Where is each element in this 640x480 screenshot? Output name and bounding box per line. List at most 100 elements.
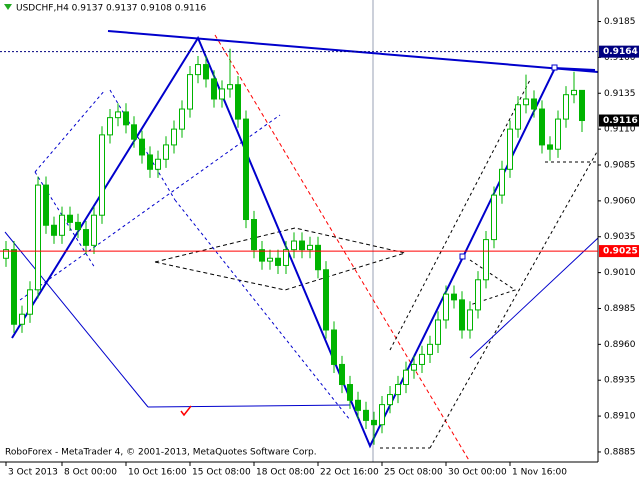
x-tick-label: 22 Oct 16:00 bbox=[320, 468, 379, 478]
candle-body bbox=[523, 98, 529, 106]
candle-body bbox=[107, 117, 113, 136]
candle-body bbox=[43, 184, 49, 226]
candle-body bbox=[59, 214, 65, 236]
candle-body bbox=[235, 84, 241, 120]
candle-body bbox=[115, 111, 121, 119]
menu-icon bbox=[4, 4, 12, 10]
y-tick-label: 0.9010 bbox=[604, 268, 636, 278]
candle-body bbox=[499, 168, 505, 196]
candle-body bbox=[171, 128, 177, 146]
candle-body bbox=[475, 279, 481, 311]
candle-body bbox=[19, 313, 25, 325]
y-tick-label: 0.8985 bbox=[604, 304, 636, 314]
candle-body bbox=[347, 384, 353, 401]
candle-body bbox=[299, 240, 305, 251]
y-tick-label: 0.9110 bbox=[604, 125, 636, 135]
candle-body bbox=[547, 144, 553, 150]
candle-body bbox=[27, 289, 33, 315]
price-label-box bbox=[599, 245, 639, 258]
candle-body bbox=[379, 404, 385, 426]
candle-body bbox=[243, 118, 249, 221]
candle-body bbox=[139, 138, 145, 156]
candle-body bbox=[51, 224, 57, 236]
candle-body bbox=[563, 94, 569, 120]
candle-body bbox=[507, 128, 513, 170]
candle-body bbox=[411, 363, 417, 371]
candle-body bbox=[387, 394, 393, 406]
candle-body bbox=[419, 353, 425, 365]
price-label: 0.9164 bbox=[603, 47, 638, 57]
candle-body bbox=[427, 343, 433, 355]
blue-line bbox=[4, 231, 149, 408]
candle-body bbox=[571, 89, 577, 96]
wave-line bbox=[11, 35, 596, 449]
candle-body bbox=[451, 293, 457, 301]
candle-body bbox=[131, 124, 137, 140]
price-label-box bbox=[599, 114, 639, 127]
footer: RoboForex - MetaTrader 4, © 2001-2013, M… bbox=[5, 448, 317, 458]
x-tick-label: 30 Oct 00:00 bbox=[448, 468, 507, 478]
candle-body bbox=[355, 399, 361, 411]
y-tick-label: 0.9185 bbox=[604, 17, 636, 27]
candle-body bbox=[403, 369, 409, 386]
x-tick-label: 3 Oct 2013 bbox=[8, 468, 58, 478]
candle-body bbox=[363, 409, 369, 421]
candle-body bbox=[203, 64, 209, 80]
candle-body bbox=[3, 249, 9, 259]
candle-body bbox=[123, 111, 129, 126]
candle-body bbox=[163, 144, 169, 160]
y-tick-label: 0.9060 bbox=[604, 196, 636, 206]
candle-body bbox=[99, 134, 105, 216]
channel bbox=[174, 199, 351, 421]
candle-body bbox=[331, 329, 337, 365]
y-tick-label: 0.8885 bbox=[604, 447, 636, 457]
check-mark bbox=[180, 405, 192, 417]
x-tick-label: 18 Oct 08:00 bbox=[256, 468, 315, 478]
x-tick-label: 10 Oct 16:00 bbox=[128, 468, 187, 478]
candle-body bbox=[67, 214, 73, 223]
candle-body bbox=[259, 249, 265, 262]
blue-line bbox=[147, 404, 351, 408]
candle-body bbox=[219, 88, 225, 100]
candle-body bbox=[467, 309, 473, 331]
candle-body bbox=[371, 419, 377, 426]
candle-body bbox=[339, 363, 345, 386]
x-tick-label: 15 Oct 08:00 bbox=[192, 468, 251, 478]
x-tick-label: 25 Oct 08:00 bbox=[384, 468, 443, 478]
y-tick-label: 0.9085 bbox=[604, 161, 636, 171]
y-tick-label: 0.9160 bbox=[604, 53, 636, 63]
candle-body bbox=[323, 269, 329, 331]
candle-body bbox=[483, 239, 489, 281]
anchor bbox=[551, 64, 558, 71]
candle-body bbox=[91, 214, 97, 246]
red-dashed-line bbox=[214, 34, 471, 463]
price-label-box bbox=[599, 45, 639, 58]
y-tick-label: 0.8935 bbox=[604, 376, 636, 386]
candle-body bbox=[291, 240, 297, 251]
candle-body bbox=[395, 384, 401, 396]
candle-body bbox=[435, 319, 441, 345]
anchor bbox=[459, 253, 466, 260]
candle-body bbox=[315, 244, 321, 271]
candle-body bbox=[491, 194, 497, 241]
candle-body bbox=[211, 78, 217, 100]
x-tick-label: 1 Nov 16:00 bbox=[512, 468, 567, 478]
candle-body bbox=[267, 257, 273, 262]
candle-body bbox=[35, 184, 41, 291]
price-label: 0.9025 bbox=[603, 247, 638, 257]
channel bbox=[389, 79, 531, 351]
candle-body bbox=[555, 118, 561, 150]
candle-body bbox=[11, 249, 17, 325]
candle-body bbox=[275, 257, 281, 266]
y-tick-label: 0.9135 bbox=[604, 89, 636, 99]
y-tick-label: 0.9035 bbox=[604, 232, 636, 242]
candle-body bbox=[443, 293, 449, 321]
candle-body bbox=[83, 229, 89, 246]
blue-line bbox=[469, 237, 599, 359]
price-label: 0.9116 bbox=[603, 116, 638, 126]
candle-body bbox=[579, 89, 585, 122]
candle-body bbox=[251, 219, 257, 251]
candle-body bbox=[539, 108, 545, 146]
